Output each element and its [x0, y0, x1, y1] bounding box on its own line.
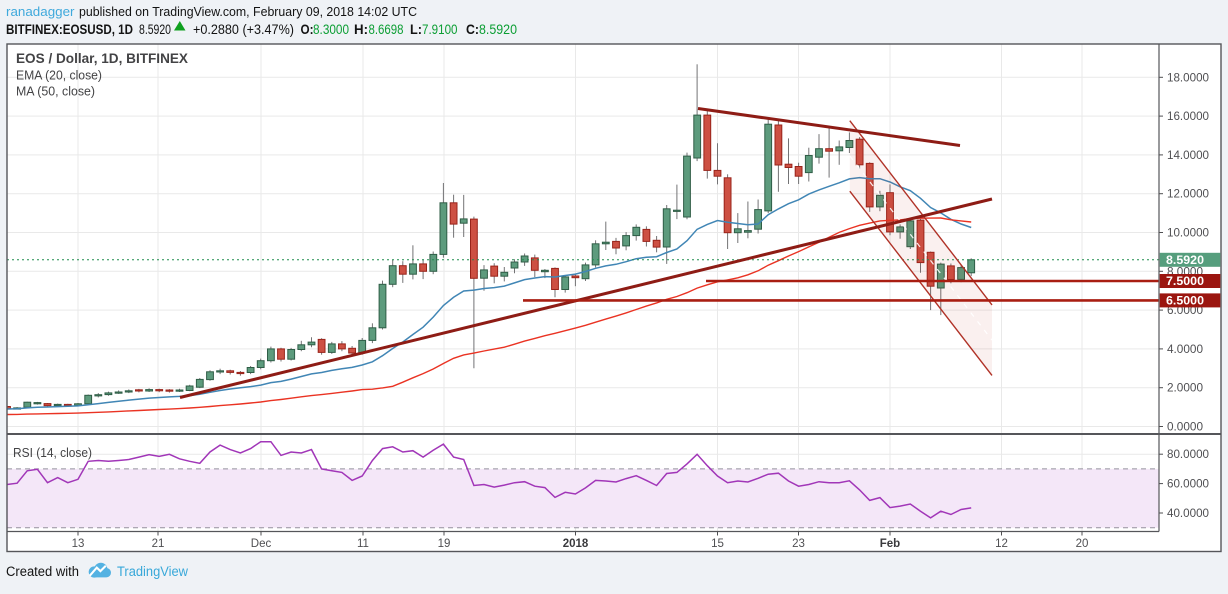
- svg-text:ranadagger: ranadagger: [6, 4, 75, 19]
- svg-text:MA (50, close): MA (50, close): [16, 84, 95, 99]
- svg-text:10.0000: 10.0000: [1167, 228, 1209, 240]
- svg-text:80.0000: 80.0000: [1167, 449, 1209, 461]
- svg-text:8.5920: 8.5920: [139, 22, 171, 37]
- svg-text:TradingView: TradingView: [117, 564, 188, 579]
- svg-text:20: 20: [1076, 538, 1089, 550]
- svg-text:19: 19: [438, 538, 451, 550]
- svg-text:7.9100: 7.9100: [422, 22, 458, 37]
- svg-text:16.0000: 16.0000: [1167, 111, 1209, 123]
- svg-text:60.0000: 60.0000: [1167, 479, 1209, 491]
- svg-text:13: 13: [72, 538, 85, 550]
- svg-text:6.0000: 6.0000: [1167, 305, 1203, 317]
- svg-text:8.5920: 8.5920: [1166, 255, 1204, 267]
- svg-text:6.5000: 6.5000: [1166, 295, 1204, 307]
- svg-text:12: 12: [995, 538, 1008, 550]
- svg-text:8.3000: 8.3000: [313, 22, 349, 37]
- svg-text:C:: C:: [466, 22, 479, 37]
- svg-text:7.5000: 7.5000: [1166, 276, 1204, 288]
- svg-text:H:: H:: [354, 22, 368, 37]
- svg-text:23: 23: [792, 538, 805, 550]
- svg-text:21: 21: [152, 538, 165, 550]
- svg-text:Feb: Feb: [880, 538, 900, 550]
- svg-text:O:: O:: [301, 22, 314, 37]
- svg-text:4.0000: 4.0000: [1167, 344, 1203, 356]
- svg-text:RSI (14, close): RSI (14, close): [13, 445, 92, 460]
- svg-text:15: 15: [711, 538, 724, 550]
- svg-text:2.0000: 2.0000: [1167, 383, 1203, 395]
- svg-text:12.0000: 12.0000: [1167, 189, 1209, 201]
- svg-text:L:: L:: [410, 22, 422, 37]
- svg-text:40.0000: 40.0000: [1167, 508, 1209, 520]
- svg-text:Created with: Created with: [6, 564, 79, 579]
- svg-text:Dec: Dec: [251, 538, 272, 550]
- svg-text:14.0000: 14.0000: [1167, 150, 1209, 162]
- svg-text:published on TradingView.com,: published on TradingView.com, February 0…: [79, 4, 417, 19]
- svg-text:8.6698: 8.6698: [369, 22, 404, 37]
- svg-text:EOS / Dollar, 1D, BITFINEX: EOS / Dollar, 1D, BITFINEX: [16, 51, 188, 66]
- svg-text:+0.2880 (+3.47%): +0.2880 (+3.47%): [193, 22, 294, 37]
- svg-text:11: 11: [357, 538, 369, 550]
- svg-text:18.0000: 18.0000: [1167, 72, 1209, 84]
- svg-text:0.0000: 0.0000: [1167, 422, 1203, 434]
- svg-text:BITFINEX:EOSUSD, 1D: BITFINEX:EOSUSD, 1D: [6, 22, 133, 37]
- svg-text:8.5920: 8.5920: [479, 22, 517, 37]
- svg-text:2018: 2018: [563, 538, 589, 550]
- svg-text:EMA (20, close): EMA (20, close): [16, 68, 102, 83]
